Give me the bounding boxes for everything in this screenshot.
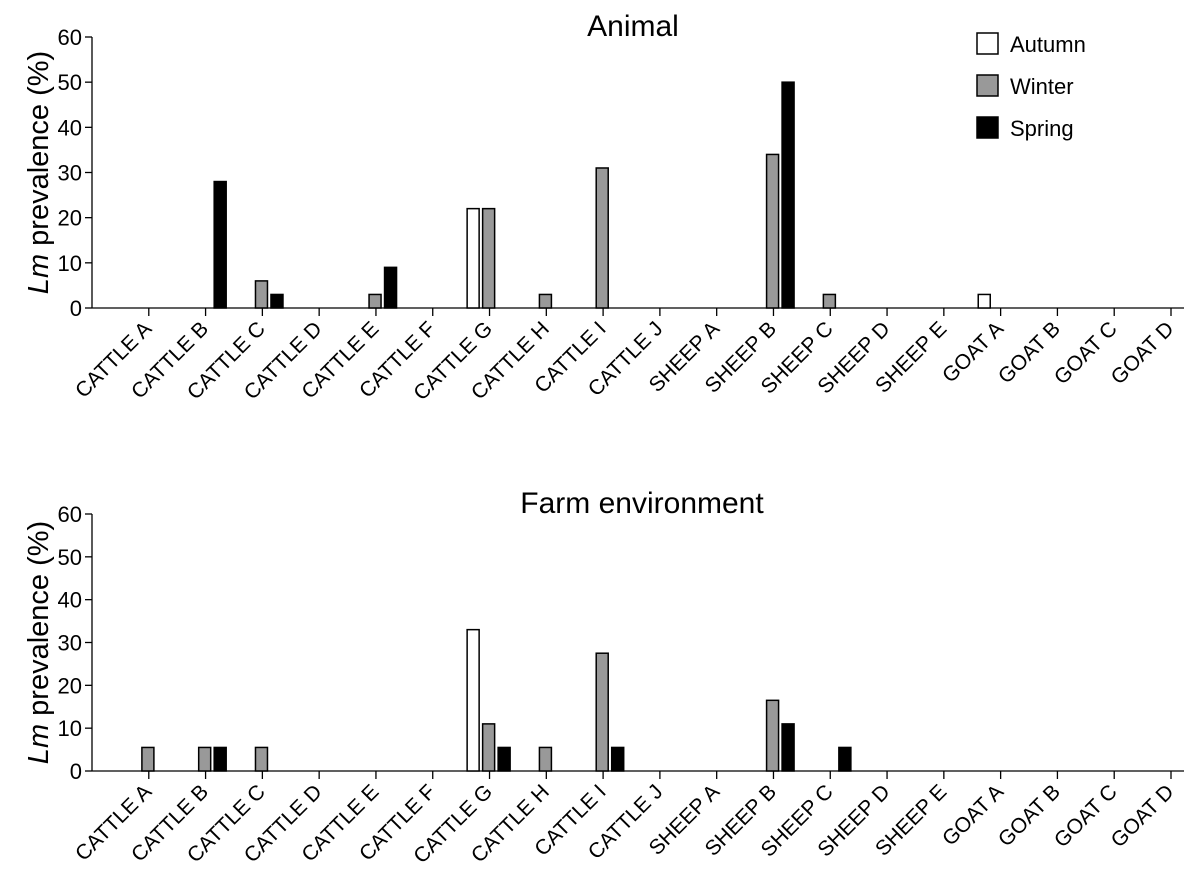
bar-winter-cattle-g [481,207,496,309]
bar-winter-cattle-e [368,293,382,309]
legend-label-autumn: Autumn [1010,32,1086,57]
y-tick-label: 50 [58,545,82,570]
bar-winter-cattle-b [197,746,212,772]
bar-winter-cattle-c [254,280,269,309]
bar-winter-cattle-h [538,746,553,772]
y-tick-label: 40 [58,115,82,140]
y-tick-label: 10 [58,716,82,741]
bar-winter-cattle-c [254,746,269,772]
y-axis-label: Lm prevalence (%) [23,51,55,294]
y-tick-label: 10 [58,251,82,276]
y-tick-label: 60 [58,502,82,527]
x-category-label: GOAT D [1107,317,1179,389]
bar-spring-cattle-i [610,746,625,772]
bar-winter-cattle-a [141,746,155,772]
y-tick-label: 30 [58,161,82,186]
legend-swatch-winter [976,74,999,97]
chart-title: Animal [587,10,679,43]
bar-spring-cattle-c [270,293,284,309]
bar-winter-sheep-b [765,699,780,772]
legend-swatch-spring [976,116,999,139]
bar-spring-sheep-b [781,81,795,309]
bar-autumn-cattle-g [466,207,480,309]
legend: Autumn Winter Spring [976,32,1086,141]
bar-spring-cattle-g [497,746,511,772]
y-tick-label: 20 [58,206,82,231]
y-tick-label: 60 [58,25,82,50]
y-tick-label: 50 [58,70,82,95]
x-category-label: GOAT D [1107,780,1179,852]
bar-spring-sheep-c [838,746,852,772]
bar-spring-cattle-e [383,266,398,309]
bar-autumn-goat-a [977,293,991,309]
legend-label-winter: Winter [1010,74,1074,99]
y-tick-label: 0 [70,759,82,784]
y-axis-label: Lm prevalence (%) [23,521,55,764]
bar-spring-cattle-b [213,746,227,772]
bar-winter-cattle-i [595,652,609,772]
bar-winter-cattle-i [595,167,609,309]
y-tick-label: 0 [70,296,82,321]
bar-autumn-cattle-g [466,628,480,772]
bar-winter-cattle-g [481,723,496,772]
bar-spring-cattle-b [213,180,227,309]
chart-title: Farm environment [520,487,764,520]
bar-winter-sheep-c [822,293,837,309]
bar-winter-sheep-b [765,153,780,309]
legend-label-spring: Spring [1010,116,1074,141]
y-tick-label: 20 [58,673,82,698]
y-tick-label: 30 [58,631,82,656]
bar-winter-cattle-h [538,293,553,309]
y-tick-label: 40 [58,588,82,613]
legend-swatch-autumn [976,32,999,55]
bar-spring-sheep-b [781,723,795,772]
